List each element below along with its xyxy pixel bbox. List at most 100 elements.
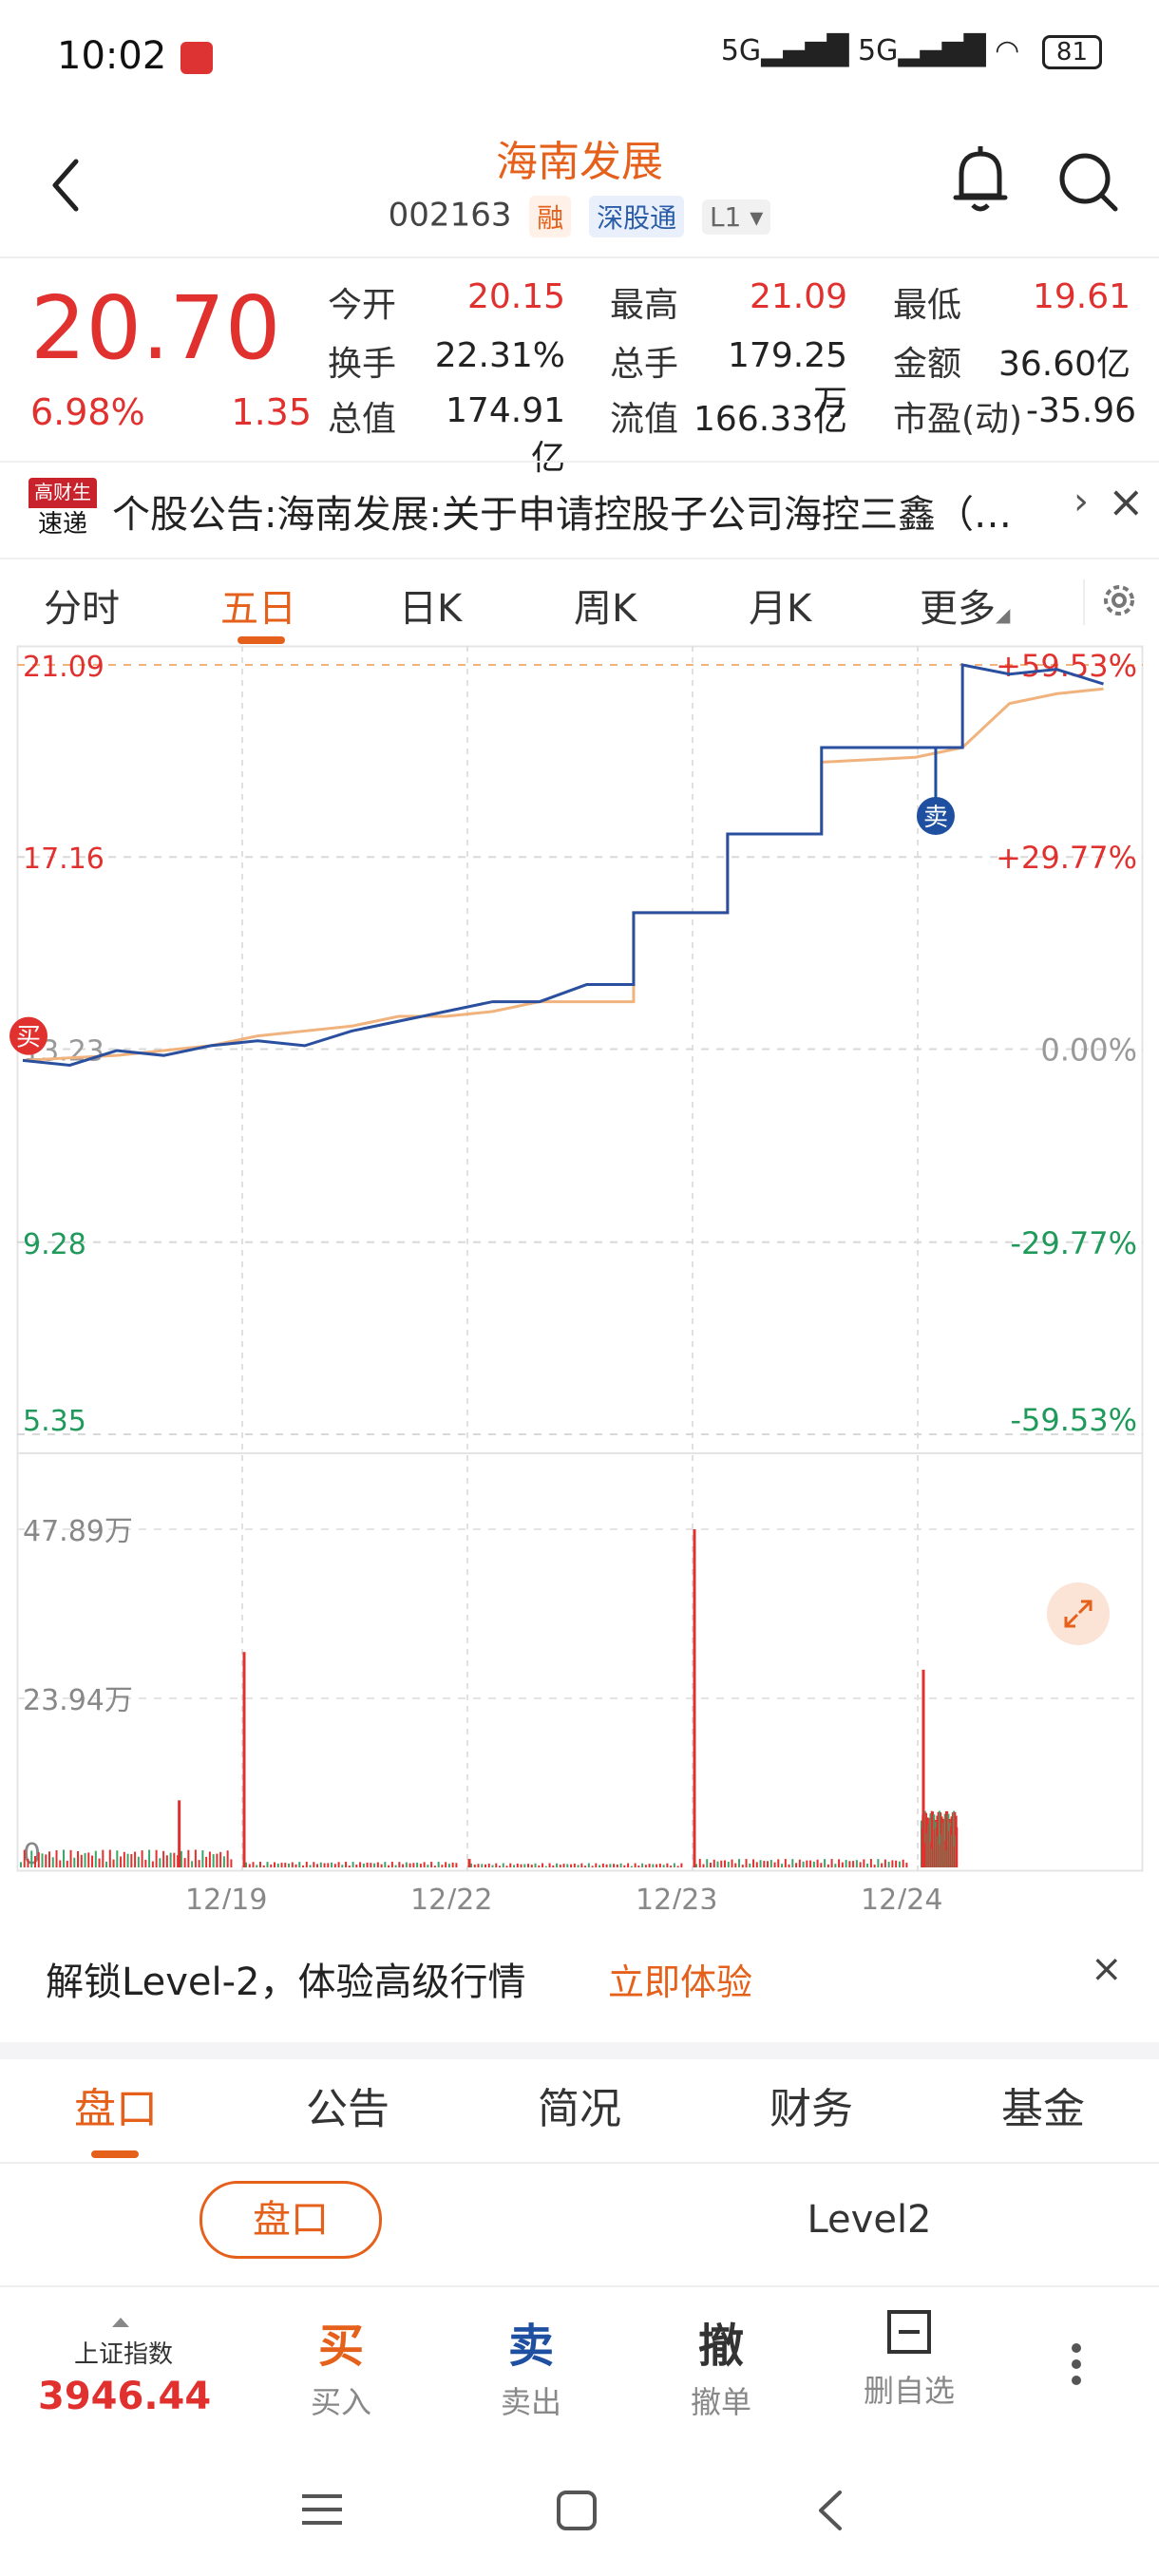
quote-value: -35.96	[1026, 391, 1137, 430]
sell-icon: 卖	[507, 2320, 554, 2373]
alert-button[interactable]	[950, 142, 1011, 218]
change-percent: 6.98%	[30, 391, 145, 433]
news-logo-bottom: 速递	[28, 508, 97, 540]
status-icons: 5G▂▄▆█ 5G▂▄▆█ ◠ 81	[721, 34, 1102, 69]
quote-panel: 20.70 6.98% 1.35 今开 20.15 最高 21.09 最低 19…	[0, 258, 1159, 478]
buy-icon: 买	[317, 2320, 364, 2373]
chevron-left-icon	[52, 159, 79, 212]
search-button[interactable]	[1054, 144, 1121, 217]
volume-axis-label: 47.89万	[23, 1515, 133, 1548]
remove-watchlist-button[interactable]: 删自选	[847, 2308, 971, 2411]
stock-code: 002163	[388, 196, 512, 235]
signal-icon: 5G	[858, 34, 899, 67]
cancel-label: 撤单	[690, 2384, 751, 2420]
system-nav-bar	[0, 2451, 1159, 2574]
home-icon[interactable]	[555, 2489, 598, 2532]
menu-icon[interactable]	[300, 2491, 344, 2529]
price-axis-label: 17.16	[23, 843, 104, 876]
price-axis-label: 21.09	[23, 651, 104, 684]
index-name[interactable]: 上证指数	[73, 2340, 173, 2369]
tab-monthly-k[interactable]: 月K	[749, 587, 812, 631]
sell-button[interactable]: 卖 卖出	[469, 2308, 593, 2422]
tab-more[interactable]: 更多◢	[920, 578, 1010, 633]
price-axis-label: 5.35	[23, 1405, 86, 1438]
page-title: 海南发展	[496, 138, 663, 186]
detail-tabs: 盘口 公告 简况 财务 基金	[0, 2059, 1159, 2164]
average-price-line	[22, 687, 1104, 1062]
remove-watchlist-label: 删自选	[863, 2373, 955, 2409]
quote-value: 22.31%	[434, 336, 565, 375]
cancel-order-button[interactable]: 撤 撤单	[659, 2308, 783, 2422]
chart-settings-button[interactable]	[1083, 579, 1144, 625]
level-dropdown[interactable]: L1 ▾	[701, 199, 771, 235]
quote-value: 20.15	[466, 277, 565, 316]
banner-text: 解锁Level-2，体验高级行情	[46, 1960, 526, 2004]
quote-label: 最高	[610, 286, 679, 325]
news-ticker[interactable]: 高财生 速递 个股公告:海南发展:关于申请控股子公司海控三鑫（… › ×	[0, 461, 1159, 559]
tab-order-book[interactable]: 盘口	[74, 2085, 158, 2133]
buy-label: 买入	[310, 2384, 371, 2420]
active-tab-indicator	[91, 2150, 139, 2158]
chevron-down-icon: ▾	[750, 200, 764, 233]
search-icon	[1059, 153, 1118, 212]
tab-daily-k[interactable]: 日K	[399, 587, 463, 631]
margin-tag: 融	[529, 196, 572, 237]
back-icon[interactable]	[811, 2489, 849, 2532]
five-day-chart[interactable]: 21.09 +59.53% 17.16 +29.77% 13.23 0.00% 9.28 -2…	[10, 645, 1144, 1917]
tab-financials[interactable]: 财务	[770, 2085, 853, 2133]
volume-axis-label: 23.94万	[23, 1684, 133, 1717]
level-label: L1	[709, 200, 742, 233]
active-tab-indicator	[238, 636, 285, 644]
tab-announcements[interactable]: 公告	[306, 2085, 390, 2133]
chart-tabs: 分时 五日 日K 周K 月K 更多◢	[0, 560, 1159, 646]
quote-value: 21.09	[749, 277, 847, 316]
stock-subtitle: 002163 融 深股通 L1 ▾	[0, 196, 1159, 237]
subtab-level2[interactable]: Level2	[807, 2198, 932, 2242]
close-icon[interactable]: ×	[1108, 476, 1145, 527]
buy-marker-label: 买	[16, 1024, 41, 1052]
quote-label: 金额	[893, 345, 962, 384]
chart-svg: 21.09 +59.53%17.16 +29.77%13.23 0.00%9.28 -2…	[10, 645, 1144, 1917]
chart-frame	[16, 645, 1144, 1872]
quote-value: 36.60亿	[998, 345, 1130, 384]
quote-label: 流值	[610, 400, 679, 439]
stock-header: 海南发展 002163 融 深股通 L1 ▾	[0, 114, 1159, 258]
close-icon[interactable]: ×	[1091, 1947, 1123, 1991]
cancel-icon: 撤	[697, 2320, 744, 2373]
tab-intraday[interactable]: 分时	[44, 587, 120, 631]
trade-action-bar: 上证指数 3946.44 买 买入 卖 卖出 撤 撤单 删自选	[0, 2289, 1159, 2441]
tab-more-label: 更多	[920, 587, 996, 631]
buy-button[interactable]: 买 买入	[279, 2308, 403, 2422]
index-value[interactable]: 3946.44	[38, 2375, 212, 2418]
news-headline[interactable]: 个股公告:海南发展:关于申请控股子公司海控三鑫（…	[112, 493, 1012, 537]
subtab-order-book[interactable]: 盘口	[200, 2181, 382, 2259]
section-divider	[0, 2042, 1159, 2059]
status-bar: 10:02 5G▂▄▆█ 5G▂▄▆█ ◠ 81	[0, 0, 1159, 114]
percent-axis-label: 0.00%	[1040, 1032, 1137, 1068]
tab-five-day[interactable]: 五日	[220, 587, 296, 631]
caret-icon: ◢	[996, 603, 1011, 626]
quote-value: 166.33亿	[694, 400, 847, 439]
bell-icon	[953, 146, 1008, 212]
status-time: 10:02	[57, 34, 167, 78]
back-button[interactable]	[38, 152, 95, 218]
tab-funds[interactable]: 基金	[1001, 2085, 1085, 2133]
buy-marker	[10, 1016, 48, 1055]
more-options-icon[interactable]	[1072, 2337, 1087, 2392]
chevron-right-icon[interactable]: ›	[1074, 480, 1089, 523]
sell-marker	[916, 797, 955, 836]
minus-box-icon	[847, 2308, 971, 2363]
expand-chart-button[interactable]	[1047, 1582, 1110, 1645]
last-price: 20.70	[30, 277, 281, 379]
tab-profile[interactable]: 简况	[538, 2085, 621, 2133]
caret-up-icon	[112, 2318, 129, 2327]
sell-label: 卖出	[500, 2384, 561, 2420]
wifi-icon: ◠	[995, 34, 1020, 67]
tab-weekly-k[interactable]: 周K	[574, 587, 637, 631]
price-axis-label: 9.28	[23, 1228, 86, 1261]
battery-icon: 81	[1041, 35, 1102, 69]
banner-try-link[interactable]: 立即体验	[608, 1961, 753, 2003]
percent-axis-label: +59.53%	[996, 648, 1137, 684]
quote-label: 最低	[893, 286, 962, 325]
app-notification-icon	[180, 42, 213, 74]
